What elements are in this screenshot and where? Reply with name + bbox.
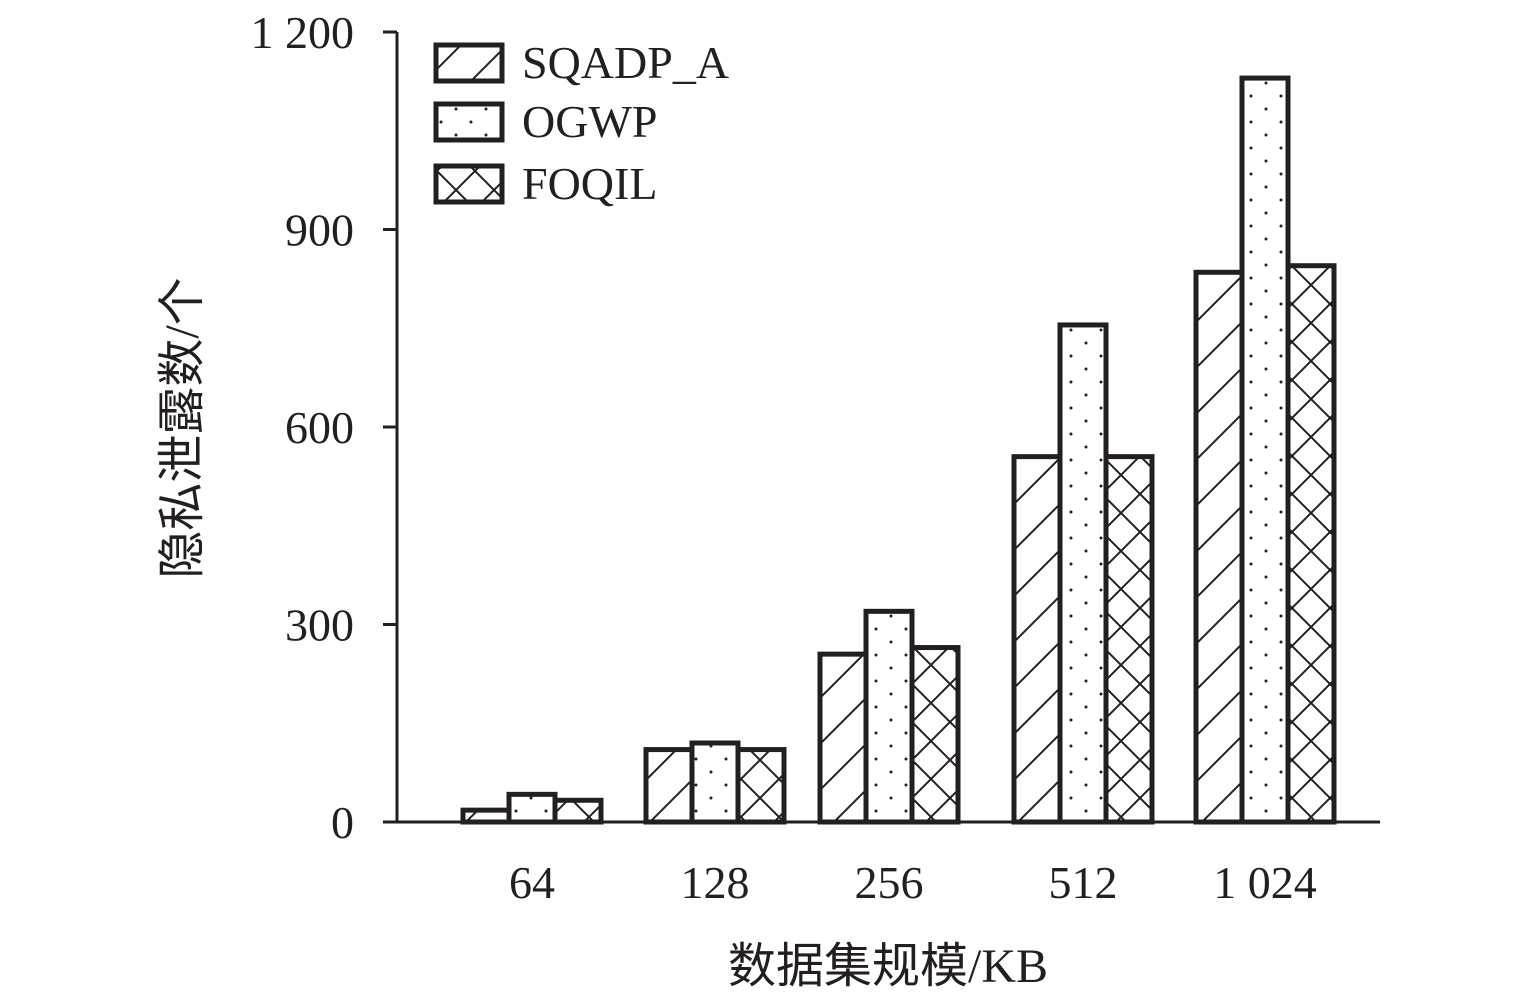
bar-sqadp-a <box>460 807 512 825</box>
bar-foqil <box>552 797 604 825</box>
y-tick-label: 1 200 <box>251 7 355 58</box>
bars <box>460 75 1337 825</box>
bar-sqadp-a <box>817 651 869 825</box>
bar-ogwp <box>506 791 558 825</box>
legend-item-ogwp: OGWP <box>433 96 657 147</box>
legend: SQADP_A OGWP FOQIL <box>433 37 729 209</box>
bar-ogwp <box>863 608 915 825</box>
bar-foqil <box>909 645 961 825</box>
x-ticks: 64 128 256 512 1 024 <box>509 857 1317 908</box>
bar-sqadp-a <box>643 747 695 825</box>
x-tick-label: 256 <box>855 857 924 908</box>
bar-foqil <box>1103 454 1155 825</box>
legend-label-foqil: FOQIL <box>522 158 657 209</box>
legend-label-ogwp: OGWP <box>522 96 657 147</box>
x-axis-title: 数据集规模/KB <box>728 940 1048 993</box>
bar-sqadp-a <box>1193 269 1245 825</box>
bar-sqadp-a <box>1011 454 1063 825</box>
y-ticks: 0 300 600 900 1 200 <box>251 7 397 848</box>
x-tick-label: 1 024 <box>1213 857 1317 908</box>
bar-ogwp <box>1057 322 1109 825</box>
y-tick-label: 600 <box>285 402 354 453</box>
legend-swatch-sqadp-a <box>433 42 505 84</box>
legend-swatch-ogwp <box>433 101 505 143</box>
legend-label-sqadp-a: SQADP_A <box>522 37 729 88</box>
y-tick-label: 900 <box>285 205 354 256</box>
y-tick-label: 300 <box>285 600 354 651</box>
bar-ogwp <box>689 740 741 825</box>
x-tick-label: 128 <box>681 857 750 908</box>
legend-item-sqadp-a: SQADP_A <box>433 37 729 88</box>
legend-item-foqil: FOQIL <box>433 158 657 209</box>
bar-foqil <box>735 747 787 825</box>
y-axis-title: 隐私泄露数/个 <box>156 277 209 578</box>
bar-foqil <box>1285 263 1337 825</box>
bar-ogwp <box>1239 75 1291 825</box>
y-tick-label: 0 <box>331 797 354 848</box>
x-tick-label: 64 <box>509 857 555 908</box>
x-tick-label: 512 <box>1049 857 1118 908</box>
legend-swatch-foqil <box>433 163 505 205</box>
